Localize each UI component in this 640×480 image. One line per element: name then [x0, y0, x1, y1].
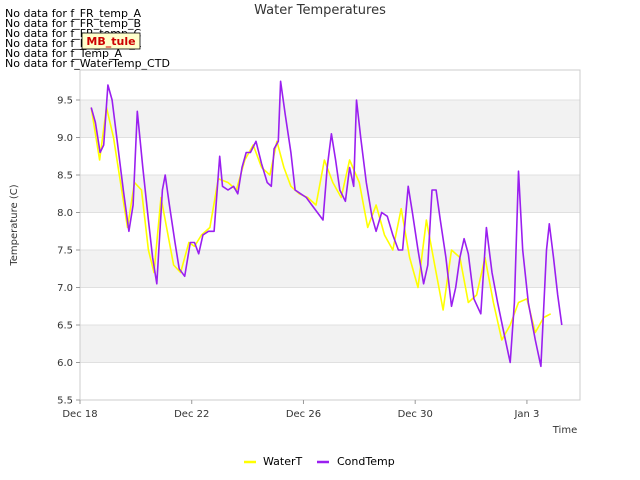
no-data-message: No data for f_FR_temp_C — [5, 27, 142, 40]
background-band — [80, 100, 580, 138]
background-band — [80, 325, 580, 363]
legend: WaterT CondTemp — [244, 455, 395, 468]
series-line-condtemp — [90, 80, 563, 368]
background-band — [80, 175, 580, 213]
x-tick-label: Dec 26 — [286, 409, 321, 420]
chart-title: Water Temperatures — [254, 3, 386, 18]
mb-tule-annotation: MB_tule — [81, 32, 141, 50]
mb-tule-label: MB_tule — [86, 35, 135, 48]
y-tick-label: 7.5 — [57, 246, 73, 257]
y-tick-label: 6.5 — [57, 321, 73, 332]
y-tick-label: 7.0 — [57, 283, 73, 294]
plot-frame — [79, 69, 581, 401]
y-tick-label: 5.5 — [57, 396, 73, 407]
no-data-message: No data for f_FR_temp_A — [5, 7, 141, 20]
series-line-watert — [90, 106, 552, 341]
x-tick-label: Dec 30 — [398, 409, 433, 420]
mb-tule-box — [81, 32, 141, 50]
x-axis-ticks: Dec 18 Dec 22 Dec 26 Dec 30 Jan 3 — [62, 400, 539, 420]
background-band — [80, 250, 580, 288]
y-axis-ticks: 5.5 6.0 6.5 7.0 7.5 8.0 8.5 9.0 9.5 — [57, 96, 80, 407]
x-tick-label: Jan 3 — [513, 409, 539, 420]
y-tick-label: 9.0 — [57, 133, 73, 144]
y-tick-label: 8.5 — [57, 171, 73, 182]
y-tick-label: 8.0 — [57, 208, 73, 219]
no-data-message: No data for f_FR_temp_B — [5, 17, 142, 30]
y-axis-title: Temperature (C) — [9, 184, 20, 266]
x-tick-label: Dec 22 — [174, 409, 209, 420]
y-tick-label: 6.0 — [57, 358, 73, 369]
legend-label-condtemp: CondTemp — [337, 455, 395, 468]
y-tick-label: 9.5 — [57, 96, 73, 107]
x-axis-title: Time — [552, 425, 577, 436]
legend-label-watert: WaterT — [263, 455, 303, 468]
no-data-message: No data for f_WaterTemp_CTD — [5, 57, 170, 70]
series-lines — [90, 80, 563, 368]
x-tick-label: Dec 18 — [62, 409, 97, 420]
background-bands — [80, 100, 580, 363]
no-data-message: No data for f_FD_Temp_1 — [5, 37, 142, 50]
no-data-message: No data for f_Temp_A — [5, 47, 123, 60]
